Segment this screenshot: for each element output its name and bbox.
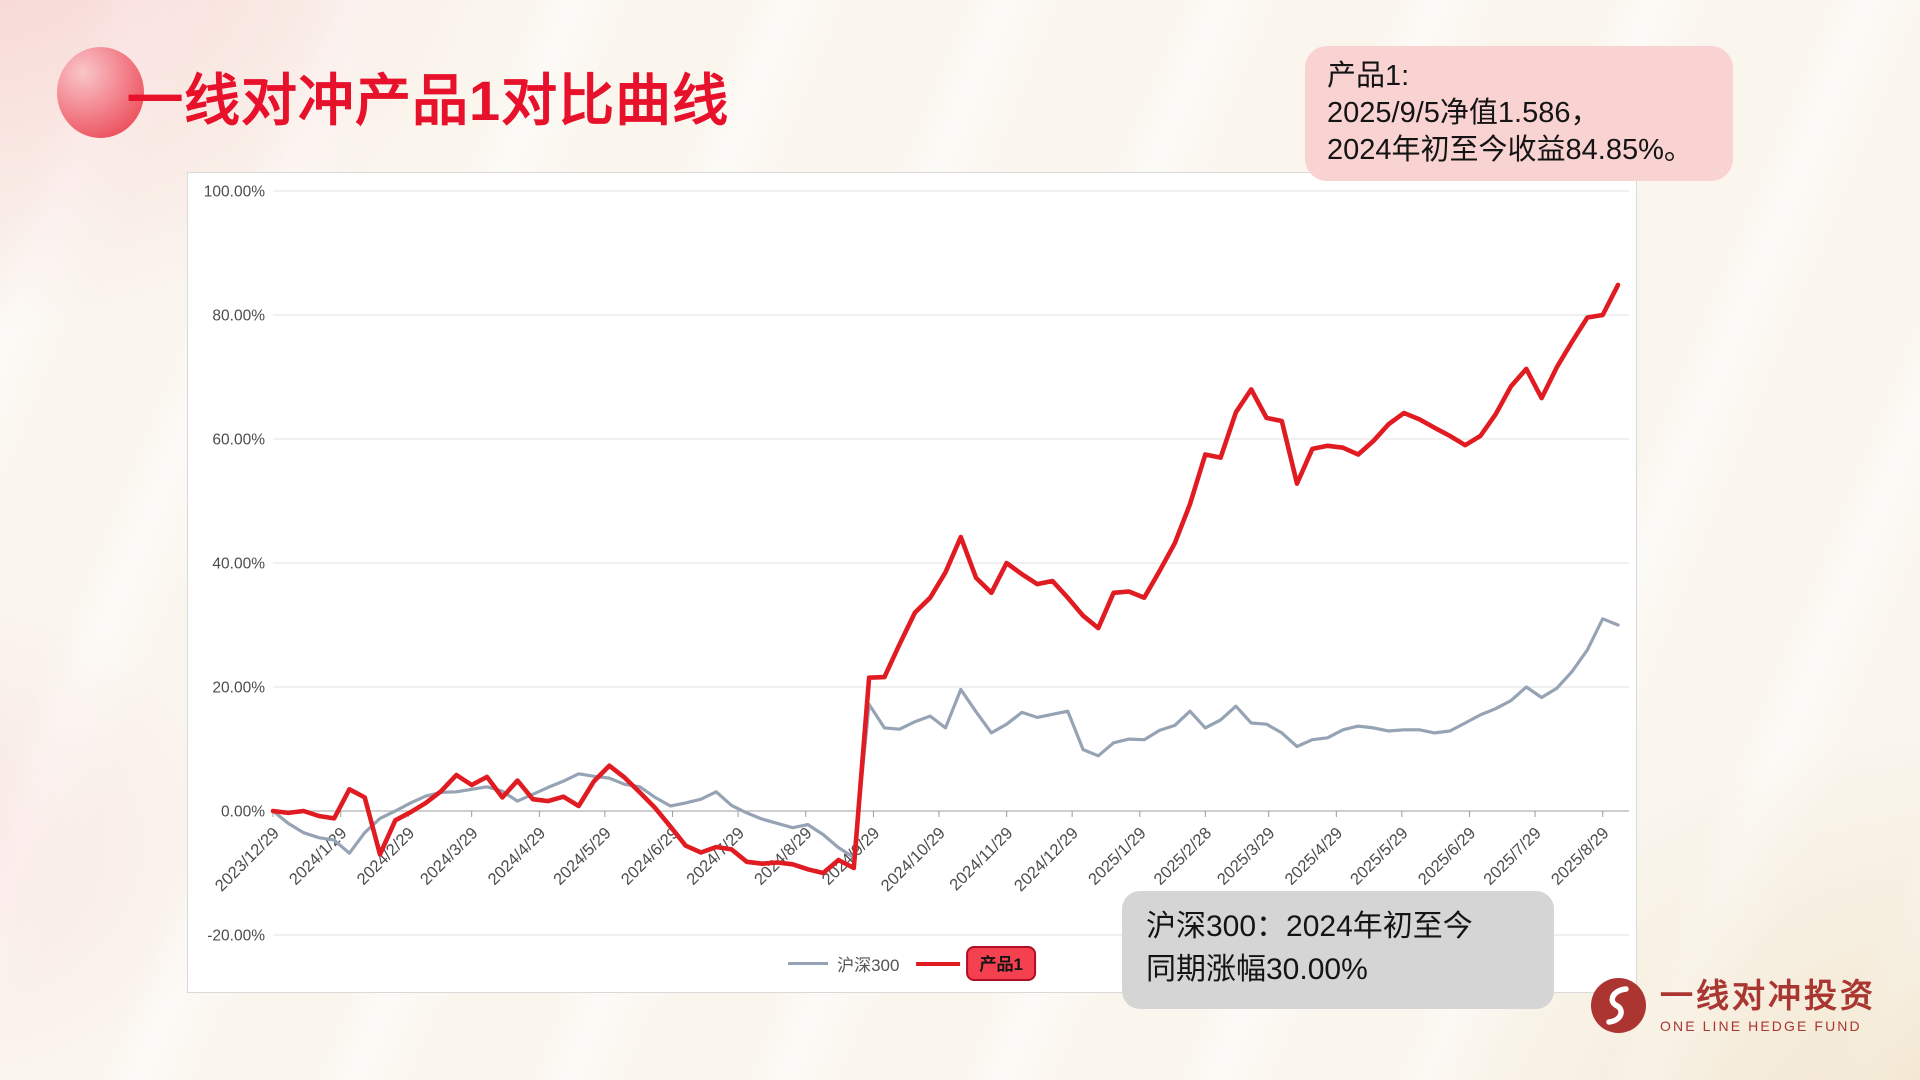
x-axis-label: 2024/5/29 xyxy=(550,824,615,889)
chart-legend: 沪深300 产品1 xyxy=(788,946,1036,981)
x-axis-label: 2023/12/29 xyxy=(212,824,283,895)
logo-text: 一线对冲投资 ONE LINE HEDGE FUND xyxy=(1660,979,1876,1033)
x-axis-label: 2024/1/29 xyxy=(286,824,351,889)
x-axis-label: 2025/7/29 xyxy=(1480,824,1545,889)
logo-name-cn: 一线对冲投资 xyxy=(1660,976,1876,1014)
comparison-line-chart: 100.00% 80.00% 60.00% 40.00% 20.00% 0.00% -20.… xyxy=(204,184,1629,945)
y-axis-label: 80.00% xyxy=(212,308,265,325)
page-title: 一线对冲产品1对比曲线 xyxy=(127,69,730,132)
x-axis-label: 2025/8/29 xyxy=(1548,824,1613,889)
x-axis-label: 2025/5/29 xyxy=(1347,824,1412,889)
logo-mark-icon xyxy=(1591,978,1646,1033)
x-axis-label: 2024/8/29 xyxy=(751,824,816,889)
x-axis-label: 2025/6/29 xyxy=(1415,824,1480,889)
y-axis-label: -20.00% xyxy=(207,928,265,945)
logo-name-en: ONE LINE HEDGE FUND xyxy=(1660,1017,1862,1034)
x-axis-label: 2024/11/29 xyxy=(946,824,1016,894)
x-axis-label: 2024/4/29 xyxy=(485,824,550,889)
comparison-chart-panel: 100.00% 80.00% 60.00% 40.00% 20.00% 0.00% -20.… xyxy=(187,172,1637,993)
x-axis-label: 2025/2/28 xyxy=(1151,824,1216,889)
product-callout-line2: 2025/9/5净值1.586， xyxy=(1327,97,1600,130)
x-axis-label: 2024/10/29 xyxy=(878,824,949,895)
benchmark-line-sample xyxy=(788,962,829,965)
series-line-1 xyxy=(270,282,1621,876)
x-axis-label: 2025/4/29 xyxy=(1282,824,1347,889)
x-axis-label: 2025/1/29 xyxy=(1085,824,1150,889)
y-axis-label: 60.00% xyxy=(212,432,265,449)
y-axis-label: 20.00% xyxy=(212,680,265,697)
y-axis-label: 40.00% xyxy=(212,556,265,573)
x-axis-label: 2024/12/29 xyxy=(1011,824,1082,895)
product-callout-line1: 产品1: xyxy=(1327,60,1410,92)
y-axis-label: 0.00% xyxy=(221,804,265,821)
title-decoration-blob xyxy=(57,47,144,138)
series-line-0 xyxy=(271,617,1620,860)
benchmark-callout-line2: 同期涨幅30.00% xyxy=(1146,952,1368,986)
product-line-sample xyxy=(916,961,961,966)
legend-label-product: 产品1 xyxy=(966,946,1036,981)
company-logo: 一线对冲投资 ONE LINE HEDGE FUND xyxy=(1590,977,1876,1034)
y-axis-label: 100.00% xyxy=(204,184,265,201)
x-axis-label: 2024/3/29 xyxy=(417,824,482,889)
legend-label-benchmark: 沪深300 xyxy=(837,956,900,975)
x-axis-label: 2025/3/29 xyxy=(1214,824,1279,889)
x-axis-label: 2024/6/29 xyxy=(618,824,683,889)
product-callout-line3: 2024年初至今收益84.85%。 xyxy=(1327,134,1693,167)
benchmark-summary-callout: 沪深300：2024年初至今 同期涨幅30.00% xyxy=(1122,891,1554,1009)
product-summary-callout: 产品1: 2025/9/5净值1.586， 2024年初至今收益84.85%。 xyxy=(1305,46,1733,182)
benchmark-callout-line1: 沪深300：2024年初至今 xyxy=(1146,910,1473,943)
